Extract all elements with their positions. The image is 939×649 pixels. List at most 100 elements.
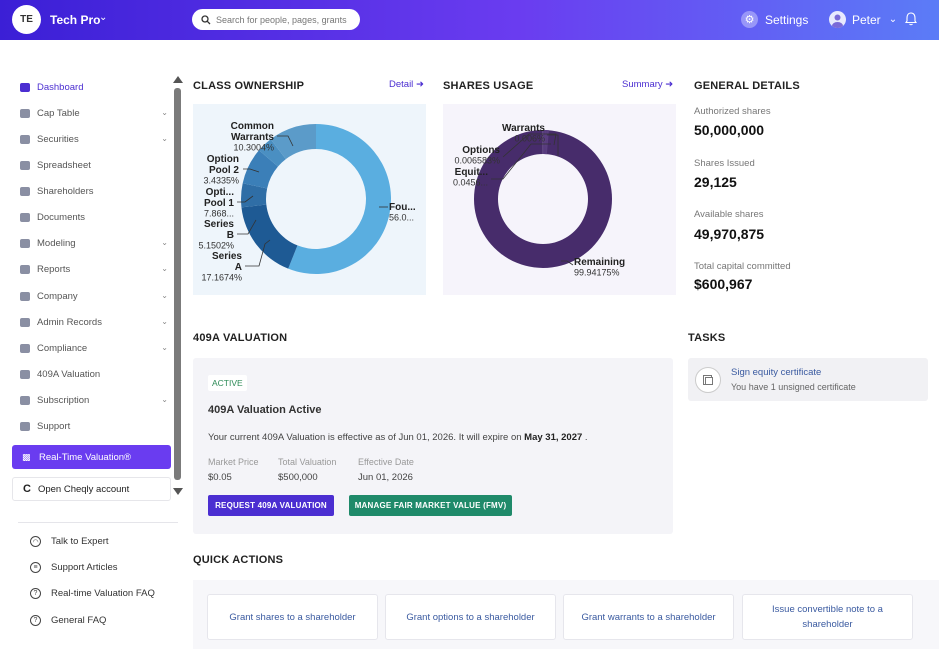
request-409a-button[interactable]: REQUEST 409A VALUATION bbox=[208, 495, 334, 516]
sidebar-item-label: Reports bbox=[37, 263, 71, 275]
slice-label: Opti... Pool 1 bbox=[204, 187, 234, 209]
donut-slice-fou[interactable] bbox=[288, 124, 391, 274]
task-title[interactable]: Sign equity certificate bbox=[731, 367, 822, 378]
help-item-talk-to-expert[interactable]: ◠ Talk to Expert bbox=[30, 536, 109, 547]
slice-label: Remaining bbox=[574, 257, 625, 268]
manage-fmv-button[interactable]: MANAGE FAIR MARKET VALUE (FMV) bbox=[349, 495, 512, 516]
company-avatar[interactable]: TE bbox=[12, 5, 41, 34]
user-menu[interactable]: Peter ⌄ bbox=[829, 11, 897, 28]
nav-icon bbox=[20, 160, 30, 170]
sidebar-item-label: Shareholders bbox=[37, 185, 94, 197]
sidebar-item-label: Subscription bbox=[37, 394, 90, 406]
search-box[interactable] bbox=[192, 9, 360, 30]
sidebar-item-409a-valuation[interactable]: 409A Valuation bbox=[12, 363, 172, 385]
nav-icon bbox=[20, 343, 30, 353]
effective-date: Effective Date Jun 01, 2026 bbox=[358, 457, 414, 483]
sidebar-item-support[interactable]: Support bbox=[12, 415, 172, 437]
donut-slice-series-b[interactable] bbox=[241, 183, 268, 208]
nav-icon bbox=[20, 186, 30, 196]
valuation-description-prefix: Your current 409A Valuation is effective… bbox=[208, 432, 522, 443]
sidebar-item-label: Modeling bbox=[37, 237, 76, 249]
donut-slice-series-a[interactable] bbox=[241, 204, 298, 269]
realtime-valuation-button[interactable]: ▩ Real-Time Valuation® bbox=[12, 445, 171, 469]
status-badge: ACTIVE bbox=[208, 375, 247, 391]
label-leader-line bbox=[561, 260, 574, 266]
grant-shares-action[interactable]: Grant shares to a shareholder bbox=[207, 594, 378, 640]
nav-icon bbox=[20, 134, 30, 144]
task-item[interactable]: Sign equity certificate You have 1 unsig… bbox=[688, 358, 928, 401]
sidebar-item-documents[interactable]: Documents bbox=[12, 206, 172, 228]
nav-icon bbox=[20, 369, 30, 379]
sidebar-item-label: Company bbox=[37, 290, 78, 302]
general-details-title: GENERAL DETAILS bbox=[694, 80, 800, 92]
shares-usage-chart: Remaining 99.94175% Warrants 0.006% Options 0… bbox=[443, 104, 676, 295]
top-header: TE Tech Pro ⌄ ⚙ Settings Peter ⌄ bbox=[0, 0, 939, 40]
sidebar-item-cap-table[interactable]: Cap Table ⌄ bbox=[12, 102, 172, 124]
company-name[interactable]: Tech Pro bbox=[50, 13, 101, 27]
shares-usage-summary-link[interactable]: Summary ➜ bbox=[622, 79, 673, 90]
scrollbar-thumb[interactable] bbox=[174, 88, 181, 480]
label-leader-line bbox=[491, 143, 551, 180]
class-ownership-detail-link[interactable]: Detail ➜ bbox=[389, 79, 424, 90]
sidebar-item-dashboard[interactable]: Dashboard bbox=[12, 76, 172, 98]
slice-value-label: 7.868... bbox=[204, 209, 234, 219]
user-avatar-icon bbox=[829, 11, 846, 28]
summary-link-label: Summary bbox=[622, 79, 663, 90]
help-item-general-faq[interactable]: ? General FAQ bbox=[30, 615, 106, 626]
donut-slice-opti-pool-1[interactable] bbox=[242, 150, 278, 189]
donut-slice-remaining[interactable] bbox=[474, 130, 613, 268]
chevron-down-icon[interactable]: ⌄ bbox=[99, 12, 108, 23]
sidebar-item-subscription[interactable]: Subscription ⌄ bbox=[12, 389, 172, 411]
sidebar-item-spreadsheet[interactable]: Spreadsheet bbox=[12, 154, 172, 176]
chevron-down-icon: ⌄ bbox=[161, 134, 168, 143]
donut-slice-options[interactable] bbox=[544, 130, 547, 155]
help-item-real-time-valuation-faq[interactable]: ? Real-time Valuation FAQ bbox=[30, 588, 155, 599]
sidebar-item-label: Documents bbox=[37, 211, 86, 223]
sidebar-item-modeling[interactable]: Modeling ⌄ bbox=[12, 232, 172, 254]
grant-warrants-action[interactable]: Grant warrants to a shareholder bbox=[563, 594, 734, 640]
issue-convertible-note-action[interactable]: Issue convertible note to a shareholder bbox=[742, 594, 913, 640]
donut-slice-warrants[interactable] bbox=[542, 130, 545, 155]
scroll-down-arrow[interactable] bbox=[173, 488, 183, 495]
realtime-valuation-label: Real-Time Valuation® bbox=[39, 451, 132, 463]
sidebar-item-company[interactable]: Company ⌄ bbox=[12, 285, 172, 307]
search-input[interactable] bbox=[216, 14, 351, 25]
authorized-shares-value: 50,000,000 bbox=[694, 122, 765, 138]
sidebar-item-securities[interactable]: Securities ⌄ bbox=[12, 128, 172, 150]
bell-icon[interactable] bbox=[905, 12, 917, 26]
arrow-right-icon: ➜ bbox=[665, 79, 674, 90]
label-leader-line bbox=[245, 239, 271, 267]
arrow-right-icon: ➜ bbox=[415, 79, 424, 90]
open-cheqly-button[interactable]: C Open Cheqly account bbox=[12, 477, 171, 501]
settings-button[interactable]: ⚙ Settings bbox=[741, 11, 808, 28]
label-leader-line bbox=[277, 135, 294, 147]
slice-value-label: 99.94175% bbox=[574, 268, 620, 278]
nav-icon bbox=[20, 395, 30, 405]
slice-label: Fou... bbox=[389, 202, 416, 213]
chevron-down-icon: ⌄ bbox=[161, 108, 168, 117]
sidebar-item-admin-records[interactable]: Admin Records ⌄ bbox=[12, 311, 172, 333]
sidebar-item-reports[interactable]: Reports ⌄ bbox=[12, 258, 172, 280]
total-capital-label: Total capital committed bbox=[694, 261, 791, 272]
class-ownership-title: CLASS OWNERSHIP bbox=[193, 80, 305, 92]
donut-slice-equit[interactable] bbox=[545, 130, 549, 155]
shares-issued-label: Shares Issued bbox=[694, 158, 755, 169]
help-item-label: Real-time Valuation FAQ bbox=[51, 588, 155, 599]
sidebar-divider bbox=[18, 522, 178, 523]
shares-usage-donut: Remaining99.94175%Warrants0.006%Options0… bbox=[453, 123, 625, 278]
donut-slice-common-warrants[interactable] bbox=[270, 124, 316, 160]
donut-slice-option-pool-2[interactable] bbox=[258, 139, 286, 167]
help-item-support-articles[interactable]: ≡ Support Articles bbox=[30, 562, 118, 573]
sidebar-item-compliance[interactable]: Compliance ⌄ bbox=[12, 337, 172, 359]
slice-label: Option Pool 2 bbox=[207, 154, 240, 176]
chevron-down-icon: ⌄ bbox=[161, 317, 168, 326]
class-ownership-chart: Fou... 56.0... Series A 17.1674% Series B 5.150… bbox=[193, 104, 426, 295]
slice-value-label: 17.1674% bbox=[201, 273, 242, 283]
sidebar-item-shareholders[interactable]: Shareholders bbox=[12, 180, 172, 202]
nav-icon bbox=[20, 317, 30, 327]
slice-label: Options bbox=[462, 145, 500, 156]
grant-options-action[interactable]: Grant options to a shareholder bbox=[385, 594, 556, 640]
book-icon: ≡ bbox=[30, 562, 41, 573]
sidebar-item-label: 409A Valuation bbox=[37, 368, 101, 380]
scroll-up-arrow[interactable] bbox=[173, 76, 183, 83]
